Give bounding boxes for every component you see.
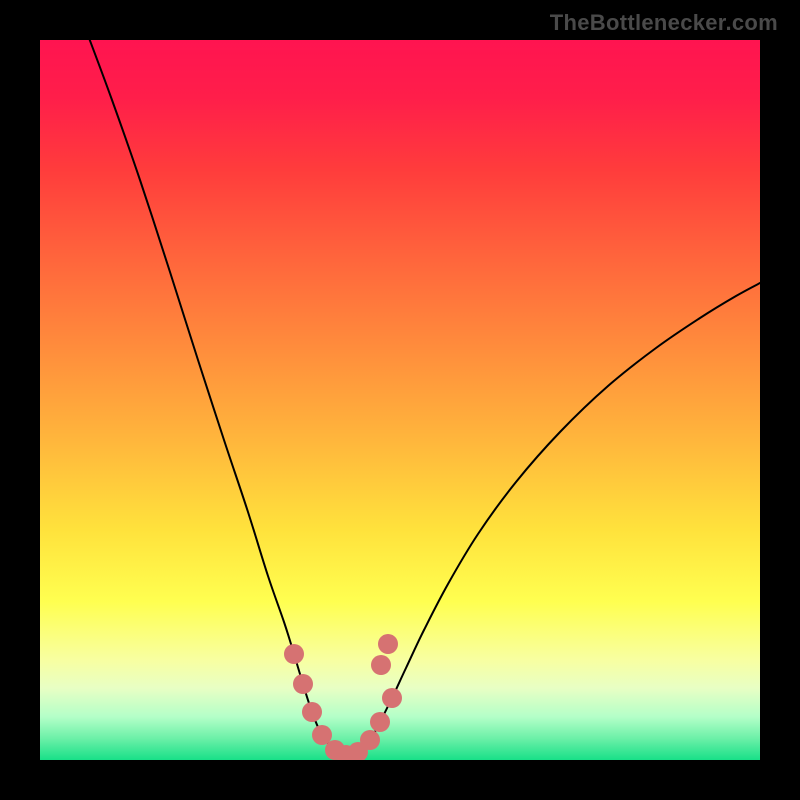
chart-frame: TheBottlenecker.com — [0, 0, 800, 800]
marker-point — [293, 674, 313, 694]
marker-point — [382, 688, 402, 708]
curve-layer — [40, 40, 760, 760]
left-curve — [86, 40, 346, 755]
watermark-text: TheBottlenecker.com — [550, 10, 778, 36]
markers-group — [284, 634, 402, 760]
marker-point — [284, 644, 304, 664]
marker-point — [370, 712, 390, 732]
marker-point — [371, 655, 391, 675]
marker-point — [302, 702, 322, 722]
marker-point — [378, 634, 398, 654]
right-curve — [346, 282, 760, 755]
plot-area — [40, 40, 760, 760]
marker-point — [360, 730, 380, 750]
